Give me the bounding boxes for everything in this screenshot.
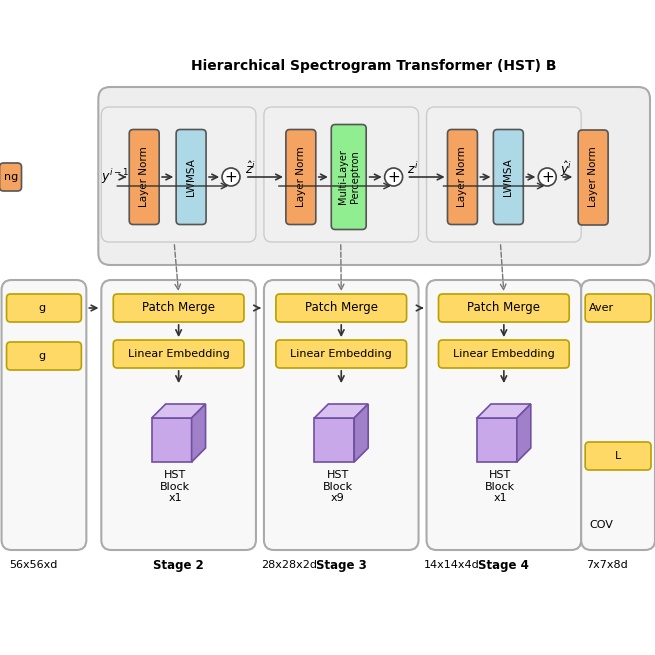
Text: Linear Embedding: Linear Embedding (453, 349, 555, 359)
FancyBboxPatch shape (276, 294, 407, 322)
Polygon shape (152, 418, 192, 462)
FancyBboxPatch shape (102, 107, 256, 242)
Text: Patch Merge: Patch Merge (142, 301, 215, 314)
Polygon shape (517, 404, 531, 462)
Text: +: + (541, 170, 553, 185)
Text: Stage 2: Stage 2 (153, 559, 204, 572)
FancyBboxPatch shape (113, 294, 244, 322)
FancyBboxPatch shape (426, 280, 581, 550)
FancyBboxPatch shape (581, 280, 655, 550)
Text: ng: ng (5, 172, 18, 182)
Text: 28x28x2d: 28x28x2d (261, 560, 317, 570)
FancyBboxPatch shape (438, 294, 569, 322)
Text: Multi-Layer
Perceptron: Multi-Layer Perceptron (338, 149, 360, 204)
Text: Hierarchical Spectrogram Transformer (HST) B: Hierarchical Spectrogram Transformer (HS… (191, 59, 556, 73)
FancyBboxPatch shape (102, 280, 256, 550)
FancyBboxPatch shape (493, 130, 523, 225)
Text: Stage 3: Stage 3 (316, 559, 367, 572)
Polygon shape (354, 404, 368, 462)
FancyBboxPatch shape (1, 280, 86, 550)
Text: 14x14x4d: 14x14x4d (424, 560, 479, 570)
Text: Layer Norm: Layer Norm (140, 147, 149, 208)
Text: Patch Merge: Patch Merge (305, 301, 378, 314)
Text: g: g (38, 303, 45, 313)
Text: Patch Merge: Patch Merge (468, 301, 540, 314)
Text: Layer Norm: Layer Norm (457, 147, 468, 208)
Text: Stage 4: Stage 4 (478, 559, 529, 572)
Text: res: res (7, 309, 26, 322)
Text: Linear Embedding: Linear Embedding (128, 349, 229, 359)
Text: HST
Block
x1: HST Block x1 (160, 470, 190, 503)
FancyBboxPatch shape (129, 130, 159, 225)
FancyBboxPatch shape (438, 340, 569, 368)
FancyBboxPatch shape (264, 280, 419, 550)
Text: 7x7x8d: 7x7x8d (586, 560, 628, 570)
Polygon shape (314, 404, 368, 418)
Text: Layer Norm: Layer Norm (296, 147, 306, 208)
Text: COV: COV (589, 520, 613, 530)
Polygon shape (477, 404, 531, 418)
Text: g: g (38, 351, 45, 361)
FancyBboxPatch shape (578, 130, 608, 225)
FancyBboxPatch shape (98, 87, 650, 265)
Circle shape (384, 168, 403, 186)
Text: HST
Block
x1: HST Block x1 (485, 470, 515, 503)
FancyBboxPatch shape (585, 294, 651, 322)
Circle shape (222, 168, 240, 186)
FancyBboxPatch shape (331, 124, 366, 229)
Text: Layer Norm: Layer Norm (588, 147, 598, 208)
FancyBboxPatch shape (447, 130, 477, 225)
Polygon shape (314, 418, 354, 462)
Text: 56x56xd: 56x56xd (10, 560, 58, 570)
FancyBboxPatch shape (7, 294, 81, 322)
Text: $z^{i}$: $z^{i}$ (407, 161, 418, 177)
FancyBboxPatch shape (286, 130, 316, 225)
Text: LWMSA: LWMSA (186, 158, 196, 196)
Text: HST
Block
x9: HST Block x9 (323, 470, 353, 503)
Text: Aver: Aver (589, 303, 614, 313)
Text: +: + (387, 170, 400, 185)
Polygon shape (152, 404, 206, 418)
Text: LWMSA: LWMSA (503, 158, 514, 196)
FancyBboxPatch shape (176, 130, 206, 225)
Text: L: L (615, 451, 621, 461)
Text: Linear Embedding: Linear Embedding (290, 349, 392, 359)
Polygon shape (477, 418, 517, 462)
FancyBboxPatch shape (585, 442, 651, 470)
FancyBboxPatch shape (264, 107, 419, 242)
FancyBboxPatch shape (426, 107, 581, 242)
Text: $y^{i-1}$: $y^{i-1}$ (102, 168, 130, 187)
Text: +: + (225, 170, 237, 185)
FancyBboxPatch shape (7, 342, 81, 370)
FancyBboxPatch shape (276, 340, 407, 368)
Text: $\hat{z}^{i}$: $\hat{z}^{i}$ (245, 161, 256, 177)
FancyBboxPatch shape (0, 163, 22, 191)
Polygon shape (192, 404, 206, 462)
FancyBboxPatch shape (113, 340, 244, 368)
Circle shape (538, 168, 556, 186)
Text: $\hat{y}^{i}$: $\hat{y}^{i}$ (560, 159, 572, 179)
